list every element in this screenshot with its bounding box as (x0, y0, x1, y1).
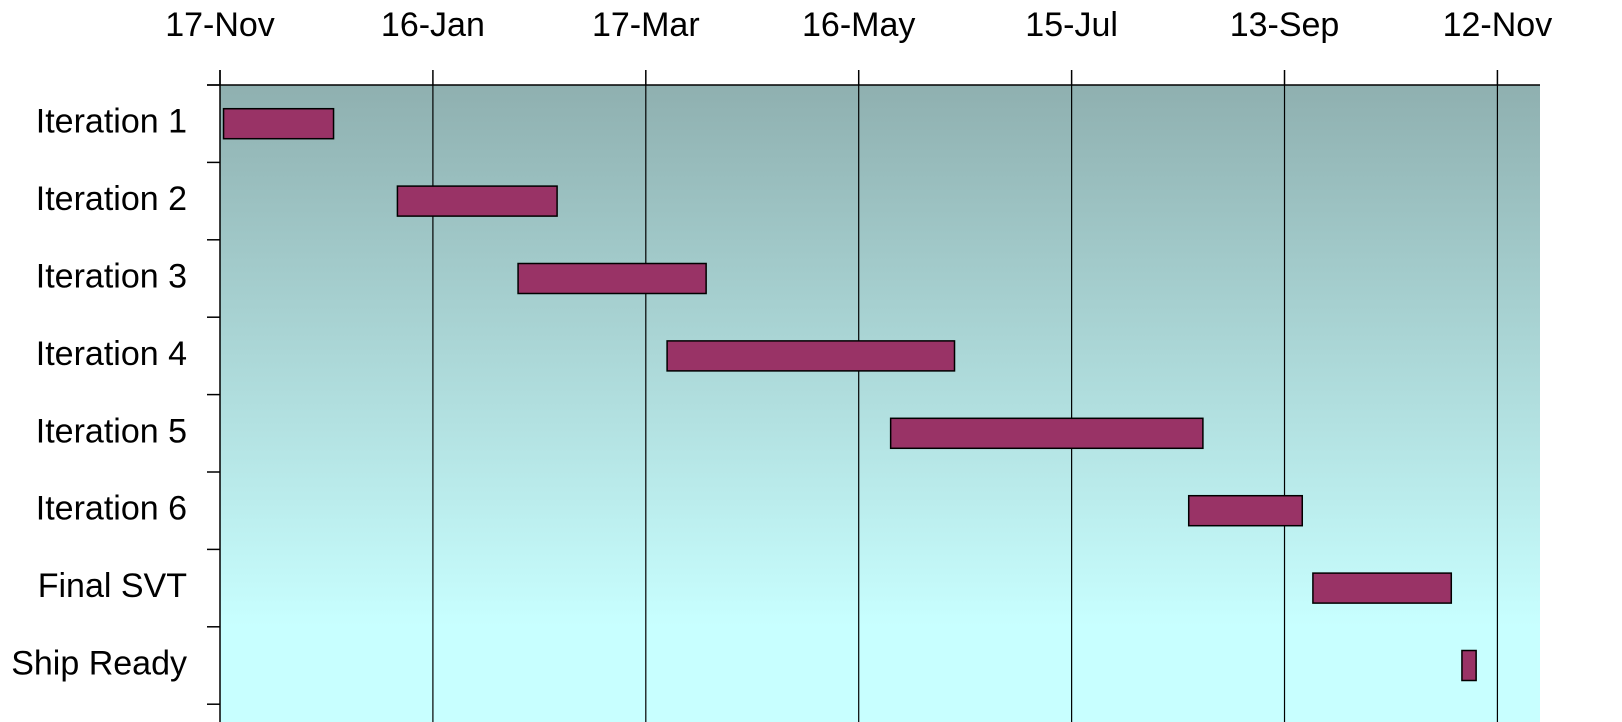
plot-area (220, 85, 1540, 722)
bar (666, 340, 956, 372)
bar (1461, 649, 1477, 682)
y-tick-label: Iteration 1 (36, 103, 187, 141)
bar (396, 185, 558, 217)
y-tick-label: Iteration 5 (36, 412, 187, 450)
bar (1187, 494, 1304, 527)
x-tick-label: 17-Nov (165, 6, 275, 44)
x-tick-label: 13-Sep (1230, 6, 1340, 44)
x-tick-label: 12-Nov (1443, 6, 1553, 44)
y-tick-label: Ship Ready (11, 644, 187, 682)
y-tick-label: Final SVT (38, 567, 187, 605)
x-tick-label: 16-Jan (381, 6, 485, 44)
x-tick-label: 15-Jul (1025, 6, 1118, 44)
bar (1312, 572, 1453, 604)
y-tick-label: Iteration 3 (36, 257, 187, 295)
y-tick-label: Iteration 6 (36, 490, 187, 528)
x-tick-label: 17-Mar (592, 6, 700, 44)
x-tick-label: 16-May (802, 6, 915, 44)
bar (222, 107, 335, 140)
y-tick-label: Iteration 2 (36, 180, 187, 218)
bar (517, 262, 707, 295)
y-tick-label: Iteration 4 (36, 335, 187, 373)
bar (889, 417, 1204, 450)
